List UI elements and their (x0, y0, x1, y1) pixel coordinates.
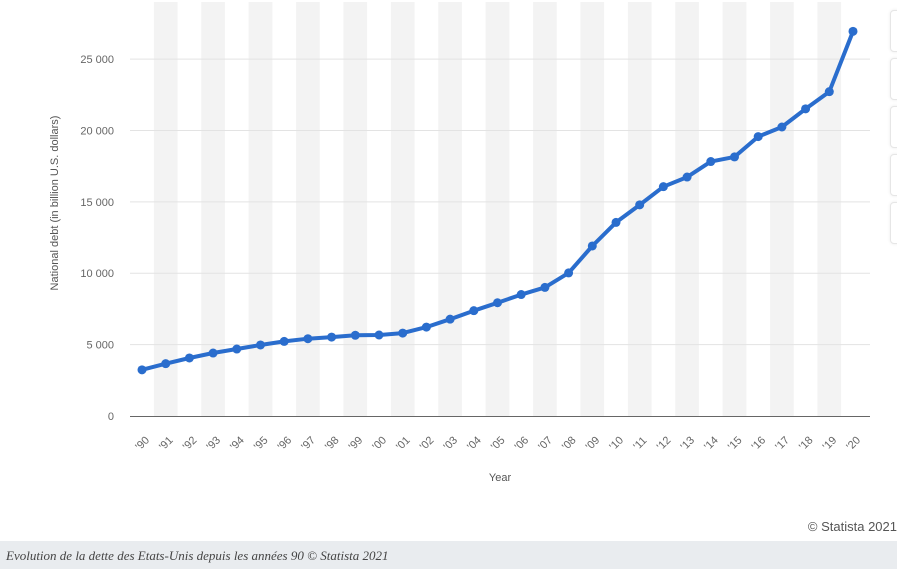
background-band (296, 2, 320, 416)
x-tick-label: '05 (489, 434, 508, 453)
x-axis-title: Year (489, 472, 512, 484)
side-panel-tab[interactable] (890, 154, 897, 196)
data-point[interactable] (398, 328, 408, 338)
x-tick-label: '96 (276, 434, 295, 453)
x-tick-label: '14 (702, 434, 721, 453)
data-point[interactable] (658, 182, 668, 192)
x-tick-label: '00 (370, 434, 389, 453)
x-tick-label: '93 (204, 434, 223, 453)
caption-bar: Evolution de la dette des Etats-Unis dep… (0, 541, 897, 569)
background-band (817, 2, 842, 416)
data-point[interactable] (161, 359, 171, 369)
x-tick-label: '91 (157, 434, 176, 453)
side-panel-tab[interactable] (890, 58, 897, 100)
side-panel-tab[interactable] (890, 10, 897, 52)
data-point[interactable] (279, 336, 289, 346)
background-band (580, 2, 605, 416)
x-tick-label: '17 (773, 434, 792, 453)
x-tick-label: '04 (465, 434, 484, 453)
data-point[interactable] (587, 241, 597, 251)
x-tick-label: '12 (655, 434, 674, 453)
y-tick-label: 15 000 (80, 197, 114, 209)
data-point[interactable] (564, 268, 574, 278)
chart-area: 0 5 000 10 000 15 000 20 000 25 000 '90 '91 '92… (49, 2, 897, 534)
data-point[interactable] (137, 365, 147, 375)
x-tick-label: '06 (513, 434, 532, 453)
data-point[interactable] (232, 344, 242, 354)
x-tick-label: '13 (678, 434, 697, 453)
image-caption: Evolution de la dette des Etats-Unis dep… (6, 548, 389, 563)
background-band (675, 2, 699, 416)
data-point[interactable] (445, 314, 455, 324)
background-band (390, 2, 415, 416)
data-point[interactable] (611, 217, 621, 227)
x-tick-label: '02 (418, 434, 437, 453)
x-tick-label: '08 (560, 434, 579, 453)
y-tick-label: 0 (108, 411, 114, 423)
data-point[interactable] (730, 152, 739, 162)
background-band (248, 2, 273, 416)
side-panel-tab[interactable] (890, 202, 897, 244)
data-point[interactable] (184, 353, 194, 363)
x-tick-label: '97 (299, 434, 318, 453)
data-point[interactable] (706, 157, 716, 167)
data-point[interactable] (635, 200, 645, 210)
data-point[interactable] (374, 330, 384, 340)
data-point[interactable] (350, 330, 360, 340)
background-band (533, 2, 557, 416)
x-tick-label: '01 (394, 434, 413, 453)
data-point[interactable] (327, 332, 337, 342)
data-point[interactable] (824, 87, 834, 97)
x-tick-label: '98 (323, 434, 342, 453)
x-tick-label: '07 (536, 434, 555, 453)
background-band (201, 2, 225, 416)
x-tick-label: '90 (133, 434, 152, 453)
x-tick-label: '19 (821, 434, 840, 453)
x-tick-label: '18 (797, 434, 816, 453)
statista-copyright[interactable]: © Statista 2021 (807, 519, 897, 534)
x-tick-label: '92 (181, 434, 200, 453)
x-tick-label: '10 (607, 434, 626, 453)
y-tick-label: 25 000 (80, 54, 114, 66)
data-point[interactable] (469, 306, 479, 316)
data-point[interactable] (256, 340, 265, 350)
background-band (438, 2, 462, 416)
y-tick-label: 5 000 (86, 340, 114, 352)
data-point[interactable] (303, 334, 313, 344)
y-tick-label: 10 000 (80, 268, 114, 280)
national-debt-line-chart: 0 5 000 10 000 15 000 20 000 25 000 '90 '91 '92… (49, 2, 870, 484)
x-tick-label: '09 (584, 434, 603, 453)
data-point[interactable] (753, 132, 763, 142)
background-band (343, 2, 368, 416)
x-tick-label: '16 (750, 434, 769, 453)
x-tick-label: '95 (252, 434, 271, 453)
data-point[interactable] (801, 104, 811, 114)
data-point[interactable] (421, 322, 431, 332)
x-tick-label: '15 (726, 434, 745, 453)
data-point[interactable] (540, 282, 550, 292)
y-tick-label: 20 000 (80, 125, 114, 137)
side-panel-tab[interactable] (890, 106, 897, 148)
data-point[interactable] (516, 290, 526, 300)
data-point[interactable] (777, 122, 787, 132)
background-band (770, 2, 794, 416)
background-band (722, 2, 747, 416)
y-axis-title: National debt (in billion U.S. dollars) (49, 116, 61, 291)
data-point[interactable] (682, 172, 692, 182)
data-point[interactable] (208, 348, 218, 358)
x-tick-label: '20 (844, 434, 863, 453)
x-tick-label: '94 (228, 434, 247, 453)
background-band (485, 2, 510, 416)
background-band (153, 2, 178, 416)
data-point[interactable] (493, 298, 502, 308)
x-tick-label: '11 (631, 435, 649, 453)
x-tick-label: '99 (347, 434, 366, 453)
x-tick-label: '03 (441, 434, 460, 453)
data-point[interactable] (848, 26, 858, 36)
